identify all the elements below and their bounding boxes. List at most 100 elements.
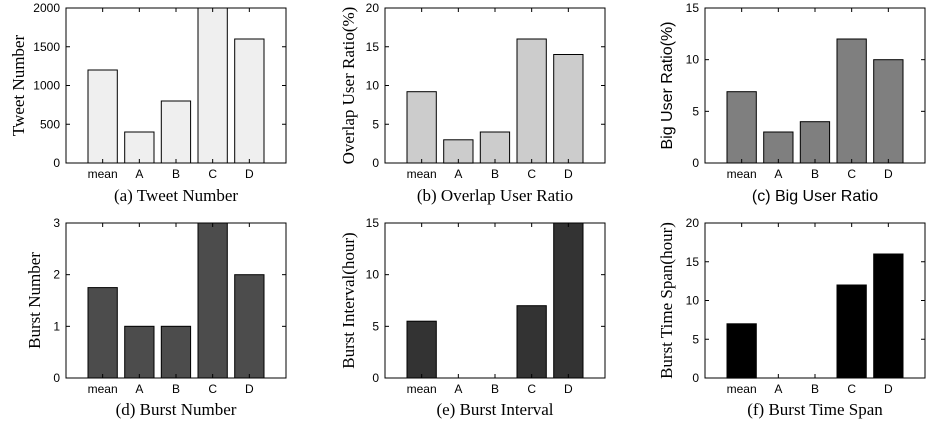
x-tick-label: C [527,382,536,396]
bar-D [234,274,265,379]
x-tick-label: mean [407,382,437,396]
bar-C [516,305,547,379]
x-tick-label: mean [727,167,757,181]
x-tick-label: B [491,167,499,181]
y-tick-label: 1500 [33,40,60,54]
y-tick-label: 0 [53,371,60,385]
bar-mean [87,287,118,379]
bar-mean [726,323,757,379]
x-tick-label: B [811,167,819,181]
x-tick-label: mean [88,167,118,181]
bar-mean [726,91,757,164]
x-tick-label: A [454,167,462,181]
x-tick-label: A [774,382,782,396]
chart-panel-4: 0 1 2 3 mean A B C D Burst Number (d) Burst Number [25,216,287,419]
y-tick-label: 10 [366,268,380,282]
bar-D [873,59,904,164]
x-tick-label: mean [407,167,437,181]
bar-C [197,222,228,379]
x-tick-label: A [135,167,143,181]
chart-caption: (e) Burst Interval [436,400,553,419]
chart-panel-3: 0 5 10 15 mean A B C D Big User Ratio(%) (c) Big U… [659,1,926,205]
chart-caption: (a) Tweet Number [114,186,238,205]
chart-caption: (f) Burst Time Span [747,400,883,419]
y-tick-label: 10 [366,79,380,93]
y-tick-label: 5 [692,332,699,346]
y-tick-label: 15 [686,1,700,15]
y-tick-label: 500 [40,117,60,131]
chart-caption: (b) Overlap User Ratio [417,186,573,205]
x-tick-label: C [527,167,536,181]
y-tick-label: 15 [366,40,380,54]
x-tick-label: C [847,382,856,396]
x-tick-label: D [884,167,893,181]
bar-B [160,100,192,164]
y-tick-label: 2000 [33,1,60,15]
x-tick-label: A [774,167,782,181]
y-tick-label: 5 [372,319,379,333]
bar-C [836,38,867,164]
bar-A [124,325,155,379]
bar-C [836,284,867,379]
y-tick-label: 2 [53,268,60,282]
bar-mean [406,91,437,164]
x-tick-label: B [491,382,499,396]
y-tick-label: 0 [692,371,699,385]
y-axis-label: Overlap User Ratio(%) [339,7,358,165]
bar-B [160,325,192,379]
bar-mean [87,69,118,164]
y-tick-label: 5 [372,117,379,131]
y-tick-label: 5 [692,104,699,118]
x-tick-label: A [135,382,143,396]
y-axis-label: Burst Interval(hour) [339,232,358,368]
x-tick-label: B [811,382,819,396]
y-axis-label: Burst Time Span(hour) [657,222,676,379]
y-tick-label: 3 [53,216,60,230]
x-tick-label: mean [727,382,757,396]
x-tick-label: D [564,382,573,396]
y-tick-label: 0 [372,371,379,385]
bar-D [234,38,265,164]
bar-B [479,131,511,164]
bar-A [124,131,155,164]
y-tick-label: 0 [53,156,60,170]
x-tick-label: D [564,167,573,181]
bar-C [516,38,547,164]
chart-caption: (d) Burst Number [116,400,237,419]
chart-caption: (c) Big User Ratio [752,188,878,205]
y-tick-label: 1000 [33,79,60,93]
bar-D [553,54,584,164]
y-tick-label: 20 [366,1,380,15]
y-tick-label: 10 [686,53,700,67]
chart-panel-6: 0 5 10 15 20 mean A B C D Burst Time Span(hour) (f)… [657,216,926,419]
chart-panel-1: 0 500 1000 1500 2000 mean A B C D Tweet Number (a) … [9,1,287,205]
y-tick-label: 0 [372,156,379,170]
y-tick-label: 15 [366,216,380,230]
x-tick-label: D [245,382,254,396]
x-tick-label: B [172,382,180,396]
y-axis-label: Tweet Number [9,35,28,137]
x-tick-label: A [454,382,462,396]
x-tick-label: D [245,167,254,181]
bar-C [197,7,228,164]
chart-panel-2: 0 5 10 15 20 mean A B C D Overlap User Ratio(%) (b)… [339,1,606,205]
x-tick-label: C [208,382,217,396]
bar-mean [406,320,437,379]
chart-panel-5: 0 5 10 15 mean A B C D Burst Interval(hour) (e) Bu… [339,216,606,419]
x-tick-label: mean [88,382,118,396]
y-axis-label: Big User Ratio(%) [659,21,676,149]
bar-D [553,222,584,379]
bar-A [763,131,794,164]
y-tick-label: 1 [53,319,60,333]
bar-B [799,121,831,164]
bar-D [873,253,904,379]
y-tick-label: 15 [686,255,700,269]
y-tick-label: 10 [686,294,700,308]
x-tick-label: C [847,167,856,181]
y-tick-label: 20 [686,216,700,230]
x-tick-label: C [208,167,217,181]
x-tick-label: D [884,382,893,396]
y-axis-label: Burst Number [25,252,44,349]
y-tick-label: 0 [692,156,699,170]
